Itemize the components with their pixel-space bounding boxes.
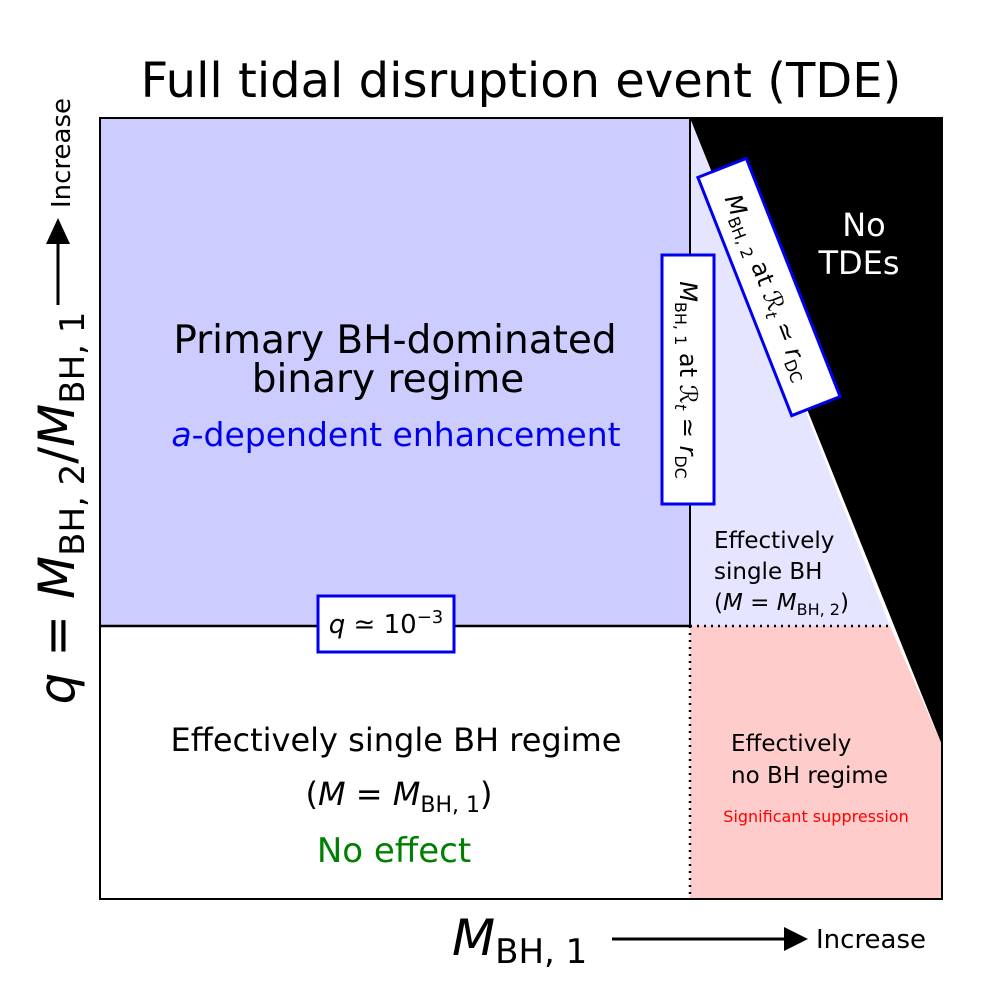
- plot-frame: [99, 117, 943, 900]
- y-axis-label: q = MBH, 2/MBH, 1: [28, 312, 93, 705]
- y-increase-arrow: [46, 218, 70, 305]
- mbh1-rdc-box: MBH, 1 at ℛt ≃ rDC: [660, 253, 716, 506]
- no-tdes-line1: No: [842, 206, 886, 244]
- single-bh2-line3: (M = MBH, 2): [714, 590, 849, 619]
- enhancement-note: a-dependent enhancement: [171, 415, 620, 454]
- no-bh-region: [690, 626, 942, 899]
- single-bh1-line2: (M = MBH, 1): [306, 775, 493, 818]
- x-axis-label: MBH, 1: [452, 909, 587, 972]
- no-effect-note: No effect: [317, 831, 471, 871]
- no-bh-line1: Effectively: [731, 731, 851, 757]
- mbh1-rdc-label: MBH, 1 at ℛt ≃ rDC: [671, 281, 702, 479]
- suppression-note: Significant suppression: [723, 807, 908, 826]
- mbh2-rdc-box: MBH, 2 at ℛt ≃ rDC: [695, 156, 843, 418]
- q-threshold-label: q ≃ 10−3: [329, 607, 443, 640]
- primary-region-line2: binary regime: [252, 357, 524, 402]
- x-increase-arrow: [612, 927, 808, 951]
- primary-bh-region: [100, 118, 690, 626]
- q-threshold-box: q ≃ 10−3: [316, 594, 456, 654]
- single-bh2-line2: single BH: [714, 559, 822, 585]
- single-bh1-line1: Effectively single BH regime: [171, 721, 622, 759]
- diagram-title: Full tidal disruption event (TDE): [141, 53, 902, 109]
- primary-region-line1: Primary BH-dominated: [173, 318, 616, 363]
- no-bh-line2: no BH regime: [731, 763, 888, 789]
- no-tdes-line2: TDEs: [817, 244, 899, 282]
- x-increase-label: Increase: [816, 925, 926, 955]
- single-bh2-line1: Effectively: [714, 528, 834, 554]
- y-increase-label: Increase: [47, 98, 77, 208]
